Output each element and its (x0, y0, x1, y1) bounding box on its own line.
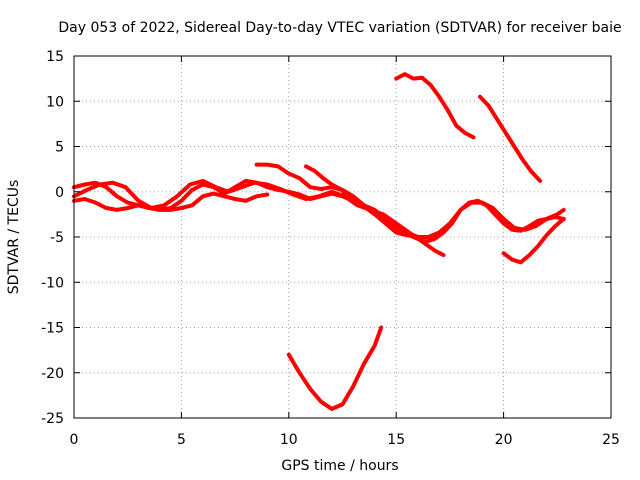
series-arc-f (501, 216, 566, 265)
x-tick-label: 10 (280, 432, 298, 448)
chart-title: Day 053 of 2022, Sidereal Day-to-day VTE… (58, 20, 621, 36)
series-arc-g (286, 325, 384, 411)
x-tick-label: 15 (387, 432, 405, 448)
x-tick-label: 5 (177, 432, 186, 448)
x-axis-label: GPS time / hours (281, 458, 398, 474)
series-arc-c (72, 191, 270, 212)
x-tick-label: 25 (602, 432, 620, 448)
y-axis-label: SDTVAR / TECUs (6, 180, 22, 295)
axis-ticks: 0 5 10 15 20 25 -25 -20 -15 -10 -5 0 5 10 15 (41, 49, 620, 448)
grid (74, 56, 611, 418)
series-arc-h (394, 72, 476, 140)
y-tick-label: 5 (55, 140, 64, 156)
y-tick-label: 10 (46, 94, 64, 110)
y-tick-label: -20 (41, 366, 64, 382)
y-tick-label: -25 (41, 411, 64, 427)
series-arc-i (478, 94, 543, 183)
y-tick-label: 0 (55, 185, 64, 201)
y-tick-label: 15 (46, 49, 64, 65)
y-tick-label: -5 (50, 230, 64, 246)
series-group (72, 72, 566, 411)
y-tick-label: -15 (41, 321, 64, 337)
x-tick-label: 20 (495, 432, 513, 448)
series-arc-e (304, 164, 566, 244)
y-tick-label: -10 (41, 275, 64, 291)
x-tick-label: 0 (70, 432, 79, 448)
